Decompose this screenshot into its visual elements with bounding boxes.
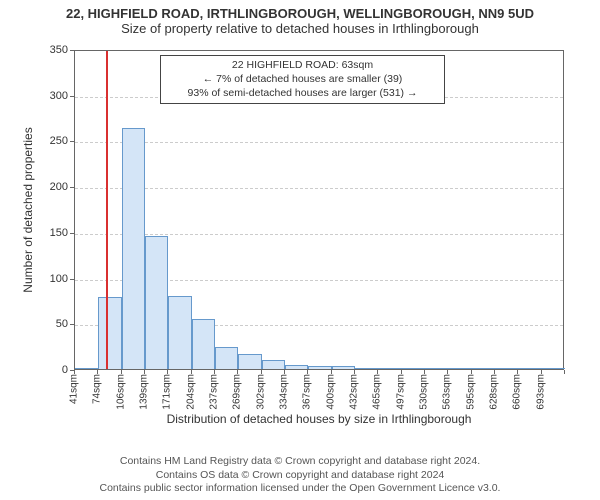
histogram-bar [308,366,331,369]
histogram-bar [332,366,355,369]
histogram-bar [355,368,378,369]
x-tick-label: 432sqm [349,374,360,410]
annotation-line: ← 7% of detached houses are smaller (39) [167,72,438,86]
y-tick-label: 100 [20,273,68,285]
y-tick-label: 150 [20,227,68,239]
x-tick-label: 106sqm [115,374,126,410]
histogram-bar [192,319,215,369]
x-tick-label: 595sqm [465,374,476,410]
footer-line: Contains HM Land Registry data © Crown c… [0,455,600,469]
chart-title-secondary: Size of property relative to detached ho… [0,21,600,40]
y-axis-label: Number of detached properties [21,127,35,292]
histogram-bar [215,347,238,369]
annotation-line: 93% of semi-detached houses are larger (… [167,86,438,100]
x-tick-label: 530sqm [419,374,430,410]
histogram-bar [425,368,448,369]
x-tick-label: 139sqm [139,374,150,410]
histogram-bar [518,368,541,369]
histogram-bar [122,128,145,369]
x-tick-label: 660sqm [512,374,523,410]
x-tick-label: 497sqm [395,374,406,410]
x-tick-label: 693sqm [535,374,546,410]
y-tick-label: 50 [20,318,68,330]
y-tick-label: 350 [20,44,68,56]
x-tick-label: 74sqm [92,374,103,404]
plot-area: 22 HIGHFIELD ROAD: 63sqm← 7% of detached… [74,50,564,370]
y-tick-label: 200 [20,181,68,193]
x-tick-label: 367sqm [302,374,313,410]
histogram-bar [402,368,425,369]
histogram-bar [238,354,261,369]
x-tick-label: 628sqm [489,374,500,410]
histogram-bar [145,236,168,369]
y-tick-label: 250 [20,135,68,147]
y-tick-label: 0 [20,364,68,376]
histogram-bar [472,368,495,369]
x-tick-label: 269sqm [232,374,243,410]
histogram-bar [448,368,471,369]
x-tick-label: 302sqm [255,374,266,410]
y-tick-label: 300 [20,90,68,102]
property-marker-line [106,51,108,369]
x-tick-label: 465sqm [372,374,383,410]
histogram-bar [542,368,565,369]
annotation-line: 22 HIGHFIELD ROAD: 63sqm [167,58,438,72]
histogram-bar [75,368,98,369]
annotation-box: 22 HIGHFIELD ROAD: 63sqm← 7% of detached… [160,55,445,104]
footer-line: Contains OS data © Crown copyright and d… [0,469,600,483]
x-tick-label: 563sqm [442,374,453,410]
chart-title-primary: 22, HIGHFIELD ROAD, IRTHLINGBOROUGH, WEL… [0,0,600,21]
x-tick-label: 334sqm [279,374,290,410]
x-axis-label: Distribution of detached houses by size … [74,412,564,426]
x-tick-label: 41sqm [69,374,80,404]
histogram-bar [378,368,401,369]
footer-line: Contains public sector information licen… [0,482,600,496]
x-tick-label: 204sqm [185,374,196,410]
histogram-bar [262,360,285,369]
histogram-bar [495,368,518,369]
histogram-bar [285,365,308,369]
chart-footer: Contains HM Land Registry data © Crown c… [0,455,600,496]
chart-container: Number of detached properties 22 HIGHFIE… [20,40,580,430]
x-tick-label: 171sqm [162,374,173,410]
histogram-bar [98,297,121,369]
histogram-bar [168,296,191,369]
x-tick-label: 237sqm [209,374,220,410]
x-tick-label: 400sqm [325,374,336,410]
